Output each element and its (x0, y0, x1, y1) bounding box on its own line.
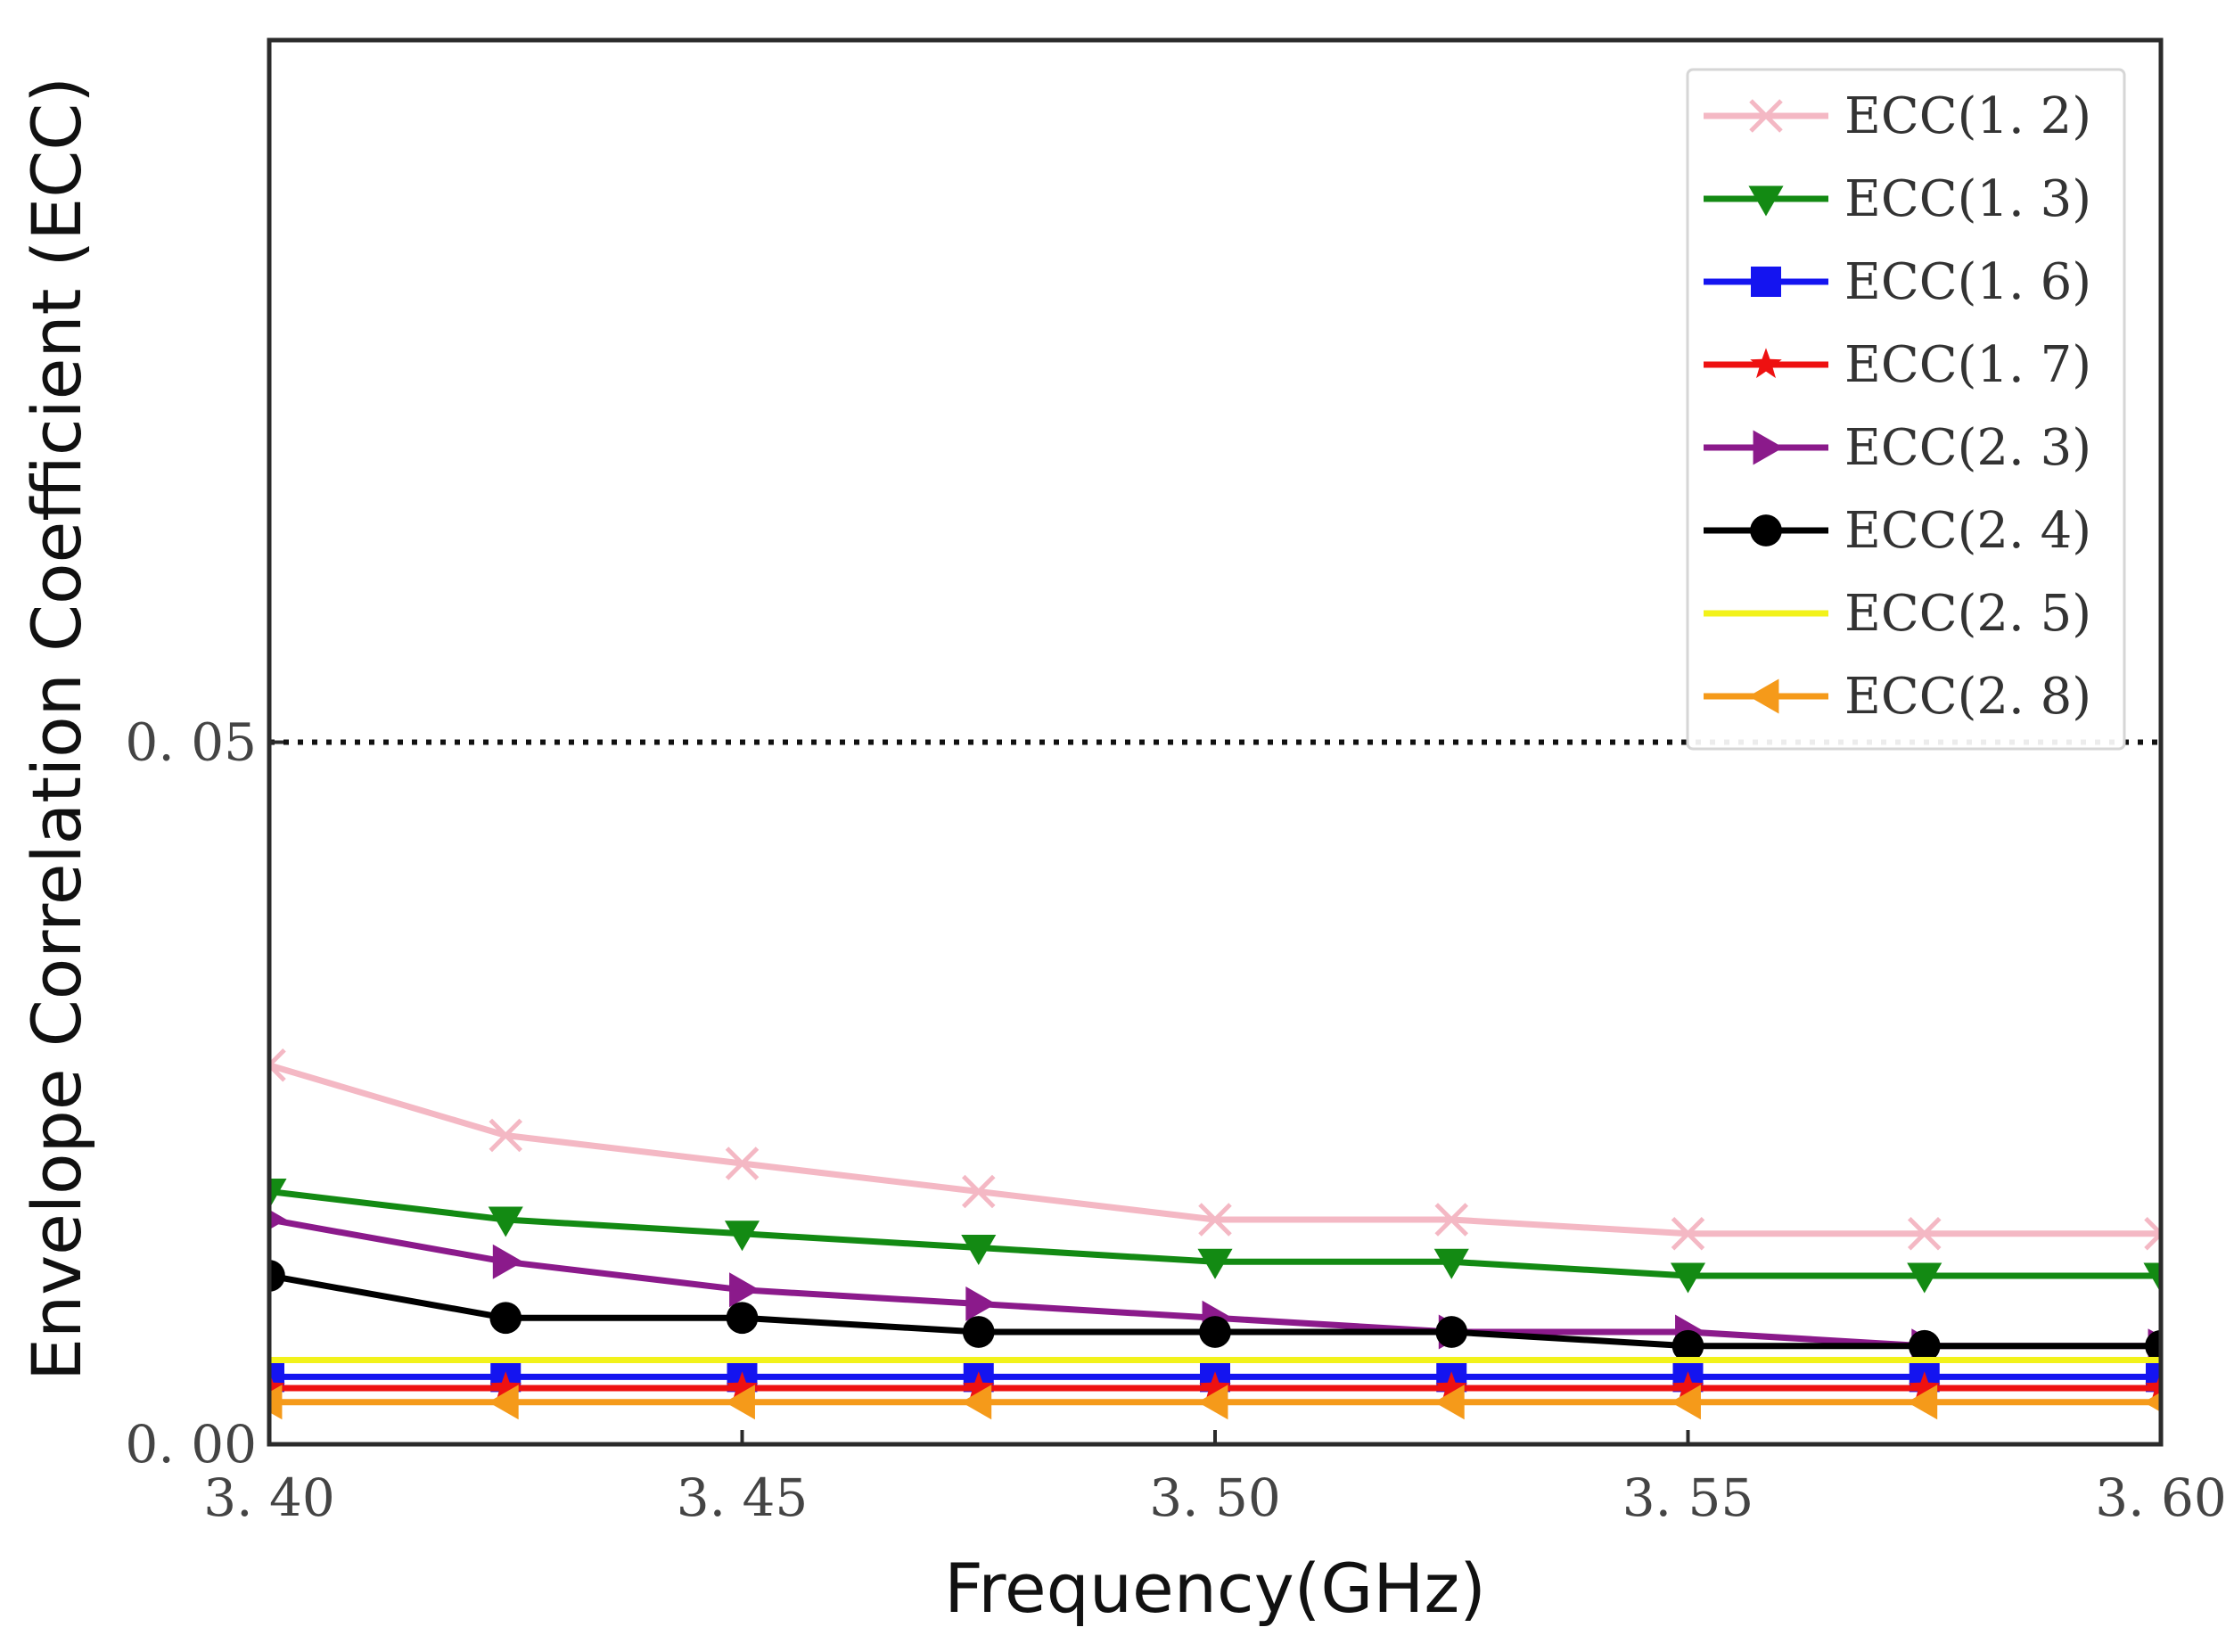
point-ecc-28-0 (269, 1385, 283, 1420)
point-ecc-17-7 (1909, 1371, 1941, 1402)
legend-swatch-marker (1751, 267, 1781, 297)
legend-label: ECC(2. 3) (1844, 419, 2091, 477)
legend-label: ECC(1. 2) (1844, 87, 2091, 145)
legend-label: ECC(2. 8) (1844, 668, 2091, 726)
legend-item-ecc-13: ECC(1. 3) (1704, 170, 2091, 228)
point-ecc-24-4 (1199, 1316, 1231, 1348)
series-ecc-13 (269, 1179, 2161, 1294)
x-axis-title: Frequency(GHz) (944, 1549, 1486, 1628)
point-ecc-23-1 (492, 1244, 523, 1279)
x-tick-label: 3. 40 (203, 1467, 335, 1528)
y-tick-label: 0. 00 (125, 1414, 257, 1475)
point-ecc-12-3 (961, 1174, 996, 1209)
series-layer (269, 1048, 2161, 1420)
point-ecc-13-3 (961, 1235, 997, 1266)
legend-item-ecc-12: ECC(1. 2) (1704, 87, 2091, 145)
point-ecc-24-7 (1908, 1329, 1941, 1362)
legend-item-ecc-24: ECC(2. 4) (1704, 502, 2091, 560)
point-ecc-13-7 (1907, 1262, 1942, 1294)
point-ecc-28-3 (961, 1385, 992, 1420)
point-ecc-24-3 (962, 1316, 995, 1348)
x-tick-label: 3. 50 (1149, 1467, 1281, 1528)
point-ecc-13-4 (1197, 1248, 1233, 1279)
legend-item-ecc-25: ECC(2. 5) (1704, 585, 2091, 643)
legend-item-ecc-16: ECC(1. 6) (1704, 253, 2091, 311)
series-ecc-28 (269, 1385, 2161, 1420)
ticks-layer: 3. 40 3. 45 3. 50 3. 55 3. 60 0. 00 0. 05 (125, 712, 2226, 1529)
legend-swatch-marker (1748, 185, 1784, 217)
legend-swatch-marker (1753, 430, 1784, 465)
y-tick-label: 0. 05 (125, 712, 257, 773)
point-ecc-13-5 (1433, 1248, 1469, 1279)
legend-swatch-marker (1750, 514, 1782, 547)
legend-swatch-marker (1749, 99, 1783, 133)
series-ecc-24 (269, 1260, 2161, 1362)
series-ecc-12 (269, 1048, 2161, 1251)
point-ecc-24-5 (1435, 1316, 1468, 1348)
legend-item-ecc-23: ECC(2. 3) (1704, 419, 2091, 477)
point-ecc-24-0 (269, 1260, 285, 1292)
point-ecc-24-6 (1671, 1329, 1704, 1362)
legend-swatch-marker (1748, 678, 1779, 714)
point-ecc-12-6 (1671, 1216, 1705, 1251)
legend-label: ECC(1. 7) (1844, 336, 2091, 394)
point-ecc-23-2 (729, 1272, 760, 1308)
point-ecc-23-3 (965, 1286, 997, 1322)
point-ecc-28-5 (1433, 1385, 1465, 1420)
point-ecc-13-2 (724, 1221, 760, 1252)
point-ecc-24-8 (2145, 1329, 2161, 1362)
point-ecc-17-4 (1199, 1371, 1231, 1402)
point-ecc-28-2 (724, 1385, 755, 1420)
x-tick-label: 3. 60 (2095, 1467, 2227, 1528)
legend-label: ECC(1. 6) (1844, 253, 2091, 311)
legend: ECC(1. 2) ECC(1. 3) ECC(1. 6) ECC(1. 7) ECC(… (1686, 68, 2126, 751)
point-ecc-12-2 (725, 1147, 760, 1180)
point-ecc-17-1 (489, 1371, 522, 1402)
point-ecc-17-8 (2145, 1371, 2161, 1402)
legend-box (1686, 68, 2126, 751)
point-ecc-12-5 (1434, 1203, 1469, 1237)
point-ecc-12-7 (1907, 1216, 1942, 1251)
point-ecc-28-7 (1907, 1385, 1938, 1420)
point-ecc-28-4 (1197, 1385, 1228, 1420)
legend-item-ecc-28: ECC(2. 8) (1704, 668, 2091, 726)
point-ecc-24-1 (489, 1302, 522, 1335)
point-ecc-12-1 (489, 1118, 523, 1153)
legend-label: ECC(2. 4) (1844, 502, 2091, 560)
point-ecc-12-8 (2144, 1216, 2161, 1251)
point-ecc-13-0 (269, 1179, 287, 1210)
point-ecc-12-4 (1198, 1203, 1232, 1237)
point-ecc-24-2 (726, 1302, 759, 1335)
x-tick-label: 3. 55 (1622, 1467, 1754, 1528)
x-tick-label: 3. 45 (677, 1467, 809, 1528)
point-ecc-13-6 (1670, 1262, 1706, 1294)
legend-label: ECC(2. 5) (1844, 585, 2091, 643)
point-ecc-13-8 (2143, 1262, 2161, 1294)
point-ecc-13-1 (488, 1206, 523, 1237)
point-ecc-17-6 (1671, 1371, 1704, 1402)
point-ecc-12-0 (269, 1048, 286, 1082)
point-ecc-23-0 (269, 1209, 287, 1230)
y-axis-title: Envelope Correlation Coefficient (ECC) (17, 77, 96, 1381)
point-ecc-17-2 (726, 1371, 759, 1402)
point-ecc-17-5 (1435, 1371, 1467, 1402)
point-ecc-28-1 (488, 1385, 519, 1420)
point-ecc-17-3 (963, 1371, 995, 1402)
point-ecc-28-6 (1670, 1385, 1701, 1420)
point-ecc-28-8 (2143, 1392, 2161, 1412)
legend-item-ecc-17: ECC(1. 7) (1704, 336, 2091, 394)
legend-label: ECC(1. 3) (1844, 170, 2091, 228)
legend-swatch-marker (1750, 348, 1782, 379)
